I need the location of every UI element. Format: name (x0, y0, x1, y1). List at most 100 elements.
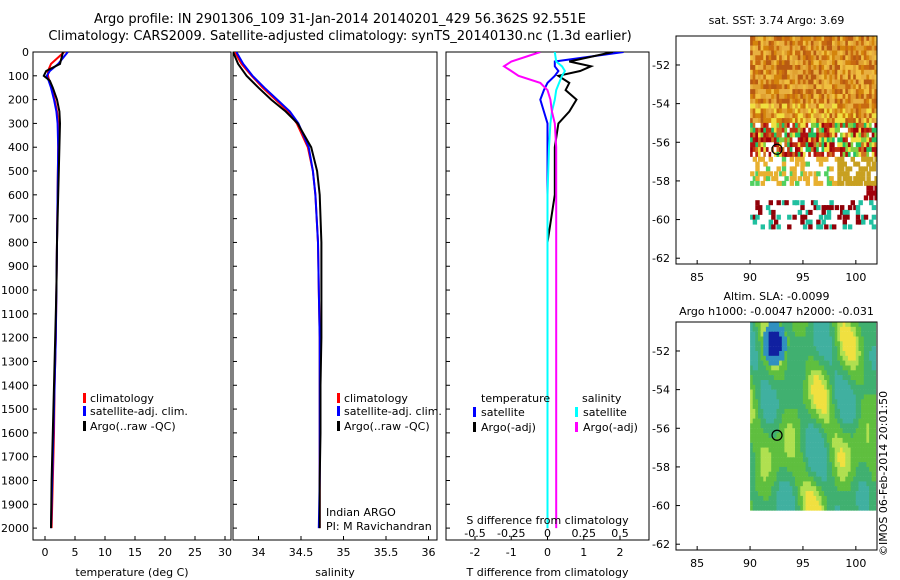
sla-cell (821, 360, 826, 366)
sst-cell (771, 55, 776, 61)
sst-cell (853, 176, 858, 182)
sla-cell (795, 399, 800, 405)
sst-cell (789, 60, 795, 66)
sst-cell (795, 98, 800, 104)
sst-cell (760, 156, 765, 162)
sst-cell (858, 36, 863, 41)
sst-cell (855, 122, 861, 128)
sla-cell (797, 380, 803, 385)
sla-cell (850, 375, 855, 381)
sst-cell (797, 132, 803, 138)
sst-cell (771, 224, 776, 230)
sst-cell (802, 65, 808, 70)
sst-cell (765, 69, 771, 75)
sst-cell (773, 118, 779, 124)
sla-cell (821, 505, 826, 511)
sla-cell (858, 365, 863, 371)
sla-cell (837, 466, 842, 472)
sla-cell (800, 505, 805, 511)
sla-cell (755, 380, 760, 385)
sst-cell (858, 94, 863, 99)
sst-cell (760, 84, 765, 90)
sst-cell (752, 113, 758, 119)
sst-cell (866, 190, 871, 196)
sst-cell (763, 108, 768, 114)
sla-cell (858, 404, 863, 410)
sst-cell (829, 122, 834, 128)
sla-cell (837, 399, 842, 405)
sst-cell (813, 65, 818, 70)
sla-cell (816, 413, 821, 419)
sst-cell (840, 94, 845, 99)
sla-cell (752, 423, 758, 429)
sst-cell (845, 214, 850, 220)
sla-cell (792, 437, 797, 443)
sla-cell (765, 331, 771, 337)
sst-cell (869, 94, 874, 99)
sst-cell (855, 142, 861, 148)
sla-cell (845, 433, 850, 439)
sla-cell (752, 491, 758, 497)
sla-cell (784, 500, 789, 506)
sla-cell (755, 447, 760, 453)
sla-cell (853, 360, 858, 366)
sst-cell (834, 36, 840, 41)
sst-cell (802, 40, 808, 46)
sla-cell (818, 351, 824, 356)
sst-cell (763, 79, 768, 85)
sla-cell (776, 491, 781, 497)
sla-cell (795, 389, 800, 395)
sst-cell (802, 108, 808, 114)
sst-cell (758, 108, 763, 114)
sst-cell (784, 74, 789, 80)
sla-cell (816, 476, 821, 482)
sla-cell (866, 404, 871, 410)
sst-cell (816, 65, 821, 70)
sla-cell (845, 481, 850, 487)
sst-cell (763, 36, 768, 41)
sla-cell (869, 471, 874, 477)
sla-cell (776, 418, 781, 424)
sst-cell (824, 108, 829, 114)
sla-cell (776, 322, 781, 327)
sst-cell (787, 36, 792, 41)
sla-cell (832, 423, 837, 429)
sst-cell (765, 147, 771, 153)
sla-cell (858, 423, 863, 429)
sla-cell (784, 418, 789, 424)
sla-cell (808, 462, 813, 468)
sla-cell (795, 423, 800, 429)
sla-cell (763, 370, 768, 376)
sla-cell (760, 462, 765, 468)
sla-cell (776, 423, 781, 429)
sst-cell (808, 142, 813, 148)
sla-cell (784, 346, 789, 352)
sst-cell (808, 127, 813, 133)
sst-cell (805, 176, 810, 182)
sst-cell (837, 108, 842, 114)
sst-cell (869, 147, 874, 153)
sla-cell (765, 476, 771, 482)
sst-cell (802, 69, 808, 75)
sla-cell (861, 413, 866, 419)
sst-cell (763, 50, 768, 56)
sst-cell (750, 36, 755, 41)
sst-cell (779, 151, 784, 157)
sla-cell (816, 331, 821, 337)
sla-cell (863, 486, 869, 492)
sla-cell (750, 399, 755, 405)
sst-cell (795, 55, 800, 61)
sla-cell (795, 428, 800, 434)
sla-cell (826, 481, 832, 487)
sla-cell (834, 428, 840, 434)
sst-cell (779, 171, 784, 177)
sla-cell (840, 433, 845, 439)
sla-cell (845, 331, 850, 337)
sla-cell (795, 452, 800, 458)
sst-cell (810, 151, 816, 157)
sst-cell (847, 55, 853, 61)
sst-cell (779, 94, 784, 99)
sst-cell (750, 180, 755, 186)
sst-cell (760, 94, 765, 99)
sst-cell (771, 132, 776, 138)
